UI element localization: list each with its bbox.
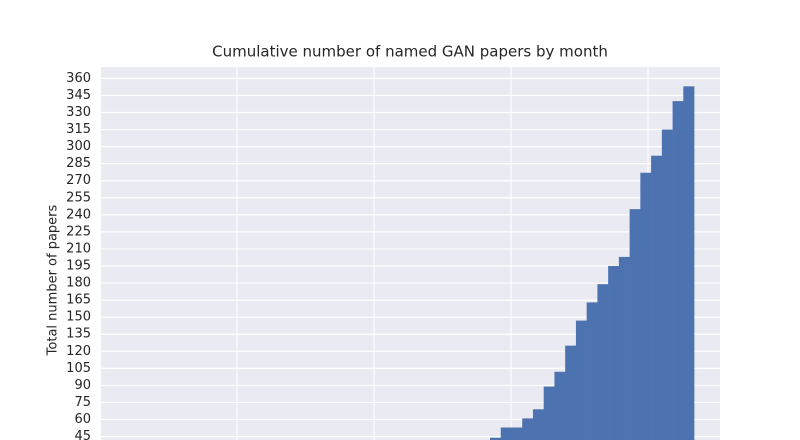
y-tick-label: 210 xyxy=(66,241,91,256)
bar xyxy=(597,284,609,440)
y-tick-label: 315 xyxy=(66,122,91,137)
y-tick-label: 225 xyxy=(66,224,91,239)
y-tick-label: 60 xyxy=(74,412,91,427)
bar xyxy=(618,256,630,440)
y-tick-label: 180 xyxy=(66,276,91,291)
y-tick-label: 165 xyxy=(66,293,91,308)
y-tick-label: 120 xyxy=(66,344,91,359)
chart-title: Cumulative number of named GAN papers by… xyxy=(212,43,608,61)
bar xyxy=(672,101,684,440)
bar xyxy=(640,172,652,440)
y-tick-label: 345 xyxy=(66,88,91,103)
bar xyxy=(661,129,673,440)
bar xyxy=(608,266,620,440)
y-tick-label: 45 xyxy=(74,429,91,440)
bar xyxy=(575,320,587,440)
y-tick-label: 360 xyxy=(66,71,91,86)
bar xyxy=(651,155,663,440)
bar xyxy=(532,409,544,440)
y-tick-label: 330 xyxy=(66,105,91,120)
y-axis-label: Total number of papers xyxy=(46,204,61,356)
y-tick-label: 90 xyxy=(74,378,91,393)
y-tick-label: 75 xyxy=(74,395,91,410)
bar xyxy=(683,86,695,440)
y-tick-label: 270 xyxy=(66,173,91,188)
y-tick-label: 240 xyxy=(66,207,91,222)
bar xyxy=(543,386,555,440)
y-tick-label: 135 xyxy=(66,327,91,342)
y-tick-label: 150 xyxy=(66,310,91,325)
y-tick-label: 300 xyxy=(66,139,91,154)
y-tick-label: 195 xyxy=(66,259,91,274)
bar xyxy=(586,302,598,440)
bar xyxy=(554,371,566,440)
y-tick-label: 105 xyxy=(66,361,91,376)
bar xyxy=(511,427,523,440)
bar xyxy=(629,209,641,440)
bar xyxy=(490,437,502,440)
y-tick-label: 285 xyxy=(66,156,91,171)
bar xyxy=(500,427,512,440)
bar xyxy=(565,345,577,440)
y-tick-label: 255 xyxy=(66,190,91,205)
bar xyxy=(522,418,534,440)
